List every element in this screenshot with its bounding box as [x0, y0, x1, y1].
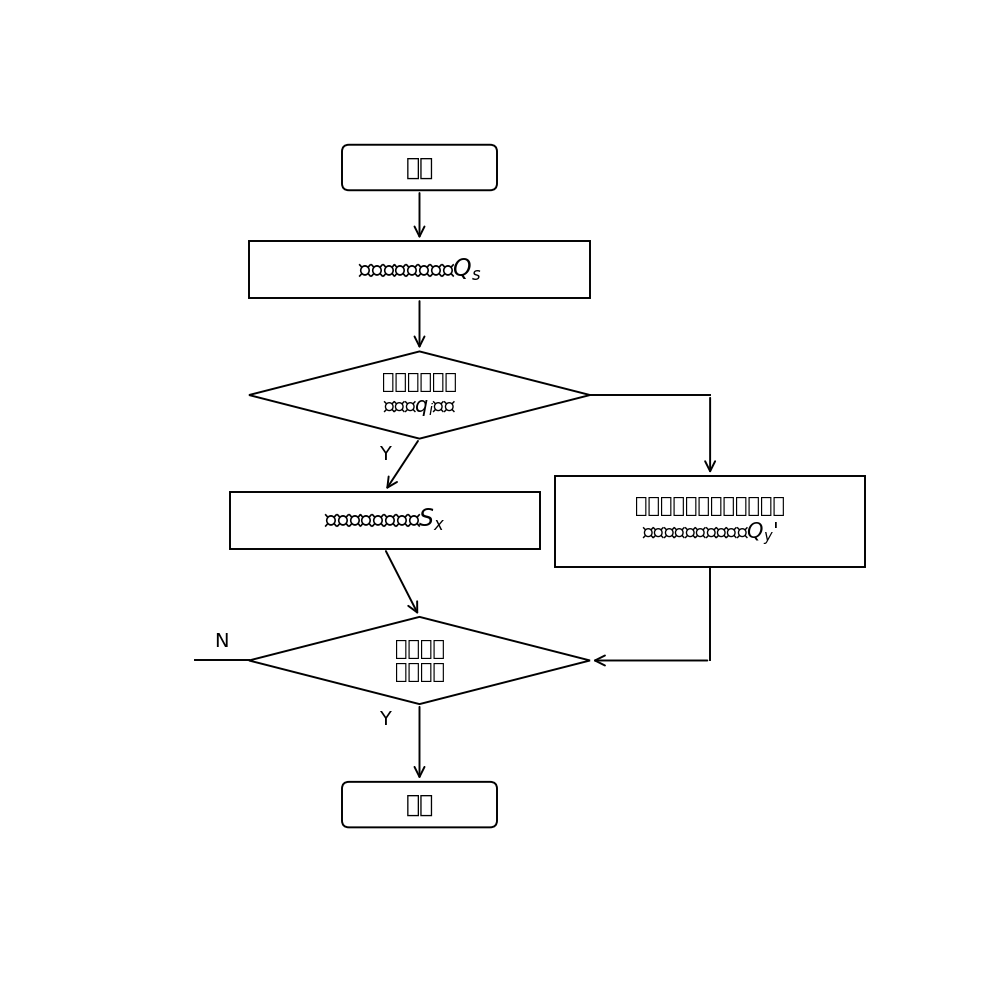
Text: 结束: 结束 — [405, 793, 434, 817]
Text: 判别车辆
打算停车: 判别车辆 打算停车 — [394, 639, 444, 682]
Bar — [230, 492, 540, 549]
Text: Y: Y — [379, 710, 391, 729]
Text: 开始: 开始 — [405, 156, 434, 179]
Text: 计算车辆储存电量$Q_s$: 计算车辆储存电量$Q_s$ — [358, 257, 481, 283]
Text: Y: Y — [379, 444, 391, 464]
FancyBboxPatch shape — [342, 145, 497, 190]
Polygon shape — [249, 617, 590, 704]
Text: 计算车辆续航里程$S_x$: 计算车辆续航里程$S_x$ — [324, 507, 446, 533]
Bar — [555, 476, 865, 567]
Text: N: N — [215, 632, 229, 651]
Polygon shape — [249, 352, 590, 438]
Text: 车辆单位时间
耗电量$q_i$更新: 车辆单位时间 耗电量$q_i$更新 — [382, 372, 457, 418]
Text: 计算驾驶人到达旅程目的地
至少所需的电量百分比$\mathit{Q_y}$': 计算驾驶人到达旅程目的地 至少所需的电量百分比$\mathit{Q_y}$' — [635, 496, 785, 547]
FancyBboxPatch shape — [342, 782, 497, 827]
Bar — [249, 241, 590, 298]
